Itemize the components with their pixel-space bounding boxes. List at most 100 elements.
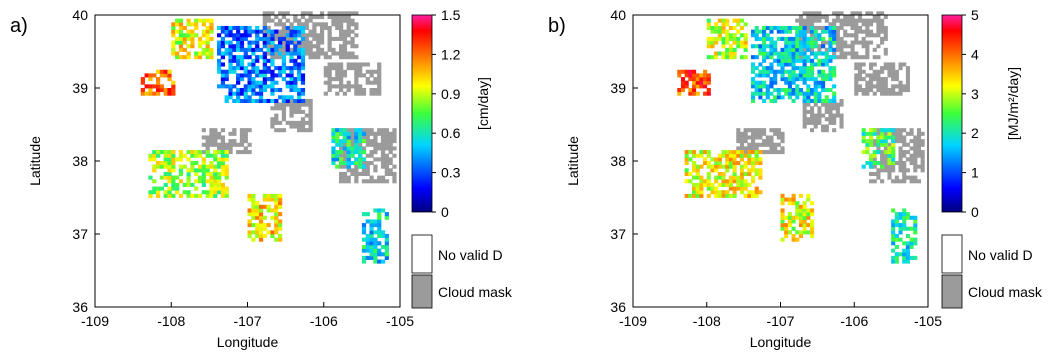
map-cell (152, 164, 157, 169)
map-cell (728, 193, 733, 198)
map-cell (813, 44, 818, 49)
map-cell (758, 168, 763, 173)
map-cell (876, 142, 881, 147)
map-cell (769, 80, 774, 85)
map-cell (891, 208, 896, 213)
map-cell (270, 77, 275, 82)
map-cell (780, 201, 785, 206)
map-cell (300, 15, 306, 20)
map-cell (380, 150, 386, 155)
map-cell (194, 55, 199, 60)
map-cell (817, 80, 822, 85)
map-cell (843, 15, 848, 20)
map-cell (850, 47, 855, 52)
map-cell (182, 190, 187, 195)
map-cell (361, 237, 367, 242)
map-cell (358, 69, 363, 74)
map-cell (201, 182, 206, 187)
map-cell (297, 40, 302, 45)
map-cell (769, 84, 774, 89)
map-cell (806, 197, 811, 202)
map-cell (902, 62, 907, 67)
map-cell (300, 109, 306, 114)
map-cell (205, 139, 210, 144)
map-cell (762, 69, 767, 74)
map-cell (717, 190, 722, 195)
map-cell (739, 44, 745, 49)
map-cell (163, 161, 168, 166)
map-cell (887, 62, 892, 67)
map-cell (342, 15, 348, 20)
map-cell (810, 66, 815, 71)
map-cell (762, 55, 767, 60)
map-cell (806, 212, 811, 217)
map-cell (220, 161, 226, 166)
map-cell (373, 219, 378, 224)
map-cell (342, 179, 348, 184)
map-cell (817, 120, 822, 125)
map-cell (274, 88, 279, 93)
map-cell (880, 11, 885, 16)
data-region-11 (891, 208, 918, 264)
map-cell (739, 135, 745, 140)
map-cell (312, 25, 317, 30)
map-cell (255, 25, 260, 30)
map-cell (373, 80, 378, 85)
map-cell (817, 73, 822, 78)
map-cell (784, 44, 789, 49)
map-cell (765, 139, 770, 144)
map-cell (905, 244, 910, 249)
map-cell (732, 168, 737, 173)
map-cell (293, 88, 298, 93)
map-cell (780, 29, 785, 34)
map-cell (773, 98, 778, 103)
map-cell (869, 131, 874, 136)
map-cell (255, 58, 260, 63)
map-cell (824, 77, 829, 82)
map-cell (813, 36, 818, 41)
map-cell (828, 113, 833, 118)
colorbar (941, 14, 963, 213)
map-cell (843, 40, 848, 45)
map-cell (262, 25, 267, 30)
x-tick-label: -106 (310, 313, 338, 329)
map-cell (714, 51, 719, 56)
map-cell (339, 18, 344, 23)
map-cell (365, 234, 370, 239)
map-cell (902, 142, 907, 147)
map-cell (270, 197, 275, 202)
map-cell (894, 128, 899, 133)
map-cell (384, 157, 389, 162)
map-cell (339, 164, 344, 169)
map-cell (780, 51, 785, 56)
map-cell (883, 161, 888, 166)
map-cell (791, 69, 796, 74)
map-cell (350, 168, 355, 173)
map-cell (806, 22, 811, 27)
map-cell (323, 22, 328, 27)
map-cell (891, 161, 896, 166)
map-cell (243, 91, 248, 96)
map-cell (806, 98, 811, 103)
map-cell (354, 179, 359, 184)
map-cell (339, 171, 344, 176)
map-cell (854, 40, 859, 45)
map-cell (361, 248, 367, 253)
map-cell (335, 66, 340, 71)
map-cell (289, 33, 294, 38)
map-cell (224, 171, 229, 176)
map-cell (178, 47, 184, 52)
map-cell (891, 219, 896, 224)
map-cell (316, 55, 321, 60)
map-cell (373, 69, 378, 74)
map-cell (342, 161, 348, 166)
map-cell (865, 44, 870, 49)
map-cell (898, 62, 903, 67)
map-cell (754, 135, 759, 140)
map-cell (876, 150, 881, 155)
map-cell (850, 51, 855, 56)
map-cell (806, 120, 811, 125)
map-cell (883, 153, 888, 158)
map-cell (728, 153, 733, 158)
map-cell (217, 190, 222, 195)
